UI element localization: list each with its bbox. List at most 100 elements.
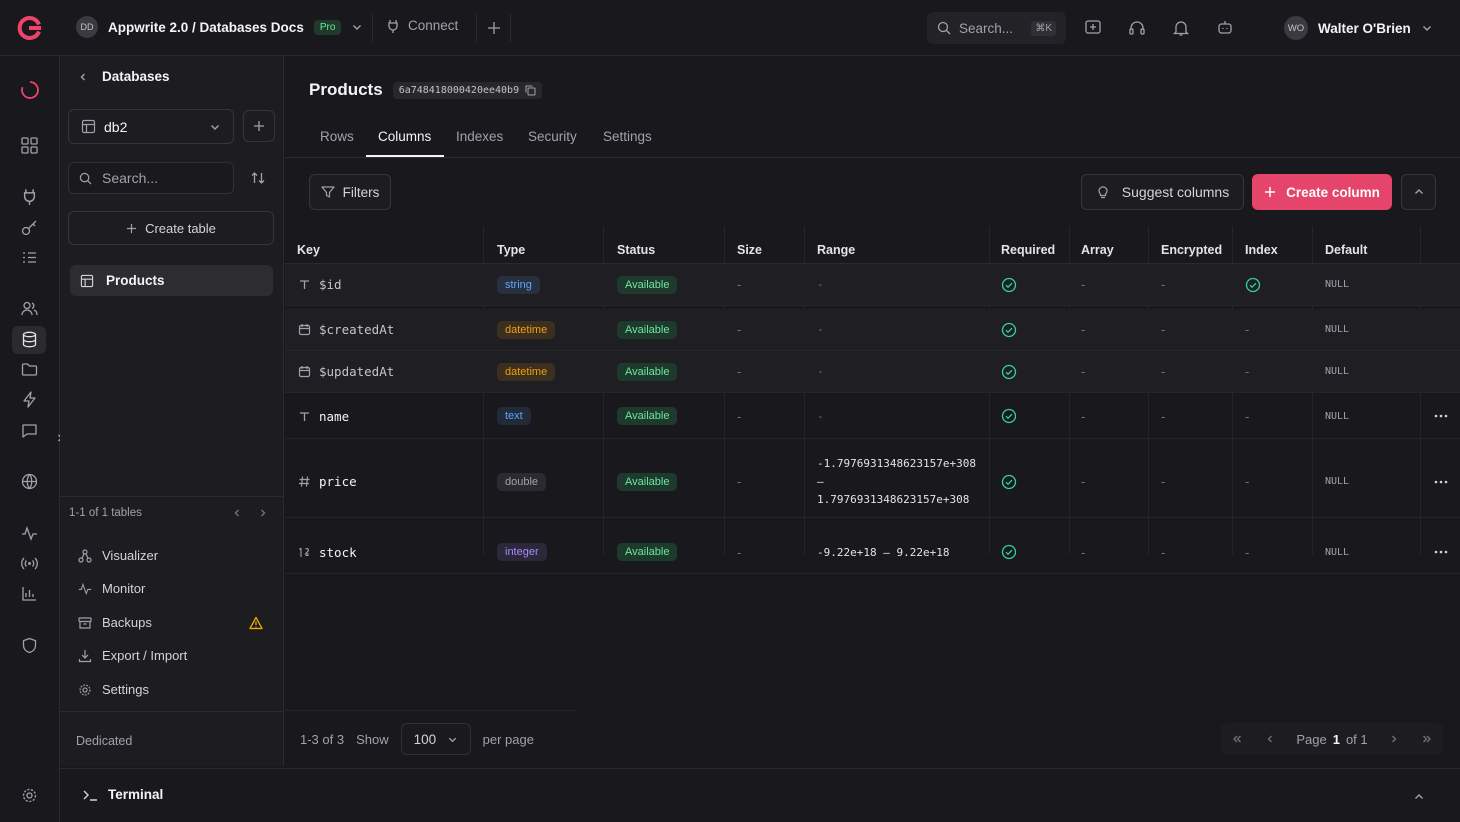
list-icon[interactable] xyxy=(21,249,38,266)
filter-icon xyxy=(321,186,335,198)
default-value: NULL xyxy=(1325,476,1350,487)
dashboard-grid-icon[interactable] xyxy=(21,137,38,154)
status-badge: Available xyxy=(617,320,678,339)
per-page-select[interactable]: 100 xyxy=(400,723,471,755)
plug-icon[interactable] xyxy=(21,188,38,205)
activity-icon[interactable] xyxy=(21,525,38,542)
bell-icon[interactable] xyxy=(1172,19,1190,37)
last-page-icon[interactable] xyxy=(1421,733,1433,745)
gear-icon[interactable] xyxy=(21,787,38,804)
chevron-left-icon[interactable] xyxy=(232,508,242,518)
sidebar-link-backups[interactable]: Backups xyxy=(78,615,152,630)
first-page-icon[interactable] xyxy=(1231,733,1243,745)
table-item-label: Products xyxy=(106,273,165,288)
overview-icon[interactable] xyxy=(20,80,40,100)
collapse-button[interactable] xyxy=(1401,174,1436,210)
gear-icon xyxy=(79,683,91,696)
project-name: Appwrite 2.0 / Databases Docs xyxy=(108,19,304,35)
tab-security[interactable]: Security xyxy=(528,129,577,144)
back-to-databases[interactable]: Databases xyxy=(78,69,170,84)
table-icon xyxy=(81,119,96,134)
user-menu[interactable]: WO Walter O'Brien xyxy=(1284,16,1433,40)
rail-databases-active[interactable] xyxy=(12,326,46,354)
chevron-right-icon[interactable] xyxy=(258,508,268,518)
add-icon[interactable] xyxy=(487,21,501,35)
integer-icon xyxy=(299,547,310,557)
sort-icon[interactable] xyxy=(250,170,266,186)
create-table-label: Create table xyxy=(145,220,216,236)
tab-indexes[interactable]: Indexes xyxy=(456,129,504,144)
table-row[interactable]: name text Available - - - - - NULL xyxy=(285,394,1460,439)
table-row[interactable]: stock integer Available - -9.22e+18 – 9.22e+… xyxy=(285,531,1460,574)
chevron-up-icon[interactable] xyxy=(1413,791,1425,803)
range-line: 1.7976931348623157e+308 xyxy=(817,492,970,506)
plus-icon xyxy=(126,223,137,233)
folder-icon[interactable] xyxy=(21,361,38,378)
index-value: - xyxy=(1245,322,1250,337)
calendar-icon xyxy=(298,324,311,336)
messaging-icon[interactable] xyxy=(21,422,38,439)
check-circle-icon xyxy=(1001,408,1017,424)
tab-settings[interactable]: Settings xyxy=(603,129,652,144)
functions-icon[interactable] xyxy=(21,391,38,408)
range-line: -1.7976931348623157e+308 xyxy=(817,456,976,470)
row-actions-button[interactable] xyxy=(1433,531,1449,573)
table-id-badge[interactable]: 6a748418000420ee40b9 xyxy=(392,81,543,99)
table-row[interactable]: price double Available - -1.7976931348623157… xyxy=(285,446,1460,518)
header-array: Array xyxy=(1081,243,1114,257)
add-database-button[interactable] xyxy=(243,110,275,142)
filters-button[interactable]: Filters xyxy=(309,174,391,210)
create-table-button[interactable]: Create table xyxy=(68,211,274,245)
pagination: Page 1 of 1 xyxy=(1221,723,1443,755)
globe-icon[interactable] xyxy=(21,473,38,490)
suggest-columns-label: Suggest columns xyxy=(1121,184,1230,200)
headset-icon[interactable] xyxy=(1128,19,1146,37)
database-select[interactable]: db2 xyxy=(68,109,234,144)
assistant-icon[interactable] xyxy=(1216,19,1234,37)
project-switcher[interactable]: DD Appwrite 2.0 / Databases Docs Pro xyxy=(76,16,363,38)
suggest-columns-button[interactable]: Suggest columns xyxy=(1081,174,1244,210)
range-value: - xyxy=(817,409,824,423)
terminal-bar[interactable]: Terminal xyxy=(60,768,1460,822)
column-key[interactable]: stock xyxy=(319,544,357,560)
table-search-input[interactable]: Search... xyxy=(68,162,234,194)
sidebar-link-settings[interactable]: Settings xyxy=(78,682,149,697)
key-icon[interactable] xyxy=(21,219,38,236)
column-key[interactable]: name xyxy=(319,408,350,424)
table-icon xyxy=(80,274,94,287)
size-value: - xyxy=(737,474,742,489)
next-page-icon[interactable] xyxy=(1388,733,1400,745)
table-item-products[interactable]: Products xyxy=(70,265,273,296)
table-row: $updatedAt datetime Available - - - - - NULL xyxy=(285,351,1460,393)
global-search[interactable]: Search... ⌘K xyxy=(927,12,1066,44)
shield-icon[interactable] xyxy=(21,637,38,654)
tab-columns[interactable]: Columns xyxy=(378,129,432,144)
size-value: - xyxy=(737,544,742,560)
sidebar-link-monitor[interactable]: Monitor xyxy=(78,581,145,596)
sidebar-link-visualizer[interactable]: Visualizer xyxy=(78,548,158,563)
create-column-button[interactable]: Create column xyxy=(1252,174,1392,210)
check-circle-icon xyxy=(1001,544,1017,560)
row-actions-button[interactable] xyxy=(1433,394,1449,438)
realtime-icon[interactable] xyxy=(21,555,38,572)
previous-page-icon[interactable] xyxy=(1264,733,1276,745)
usage-chart-icon[interactable] xyxy=(21,585,38,602)
row-actions-button[interactable] xyxy=(1433,446,1449,517)
size-value: - xyxy=(737,277,742,292)
feedback-icon[interactable] xyxy=(1084,19,1102,37)
column-key[interactable]: price xyxy=(319,474,357,489)
tab-rows[interactable]: Rows xyxy=(320,129,354,144)
terminal-label: Terminal xyxy=(108,787,164,802)
appwrite-logo[interactable] xyxy=(17,15,43,41)
array-value: - xyxy=(1081,322,1086,337)
header-status: Status xyxy=(617,243,656,257)
encrypted-value: - xyxy=(1161,408,1166,424)
users-icon[interactable] xyxy=(21,300,38,317)
page-label: Page xyxy=(1296,731,1327,747)
connect-button[interactable]: Connect xyxy=(386,18,458,33)
sidebar-link-export-import[interactable]: Export / Import xyxy=(78,648,187,663)
page-of: of 1 xyxy=(1345,731,1368,747)
encrypted-value: - xyxy=(1161,544,1166,560)
terminal-toggle[interactable]: Terminal xyxy=(82,787,163,802)
default-value: NULL xyxy=(1325,546,1350,558)
